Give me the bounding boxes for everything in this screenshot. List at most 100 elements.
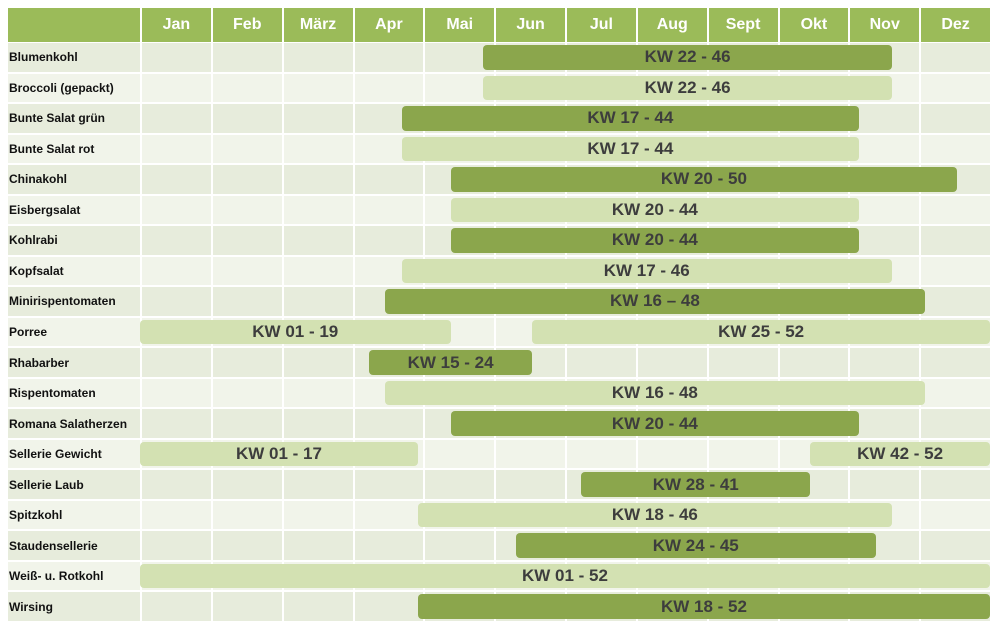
grid-cell xyxy=(919,225,990,256)
season-bar: KW 20 - 44 xyxy=(450,197,860,223)
grid-cell xyxy=(210,194,282,226)
grid-cell xyxy=(919,255,990,287)
grid-cell xyxy=(352,530,424,561)
row-label: Staudensellerie xyxy=(9,538,98,553)
grid-cell xyxy=(140,194,211,226)
grid-cell xyxy=(919,194,990,226)
grid-cell xyxy=(352,408,424,439)
grid-cell xyxy=(210,286,282,317)
row-label: Sellerie Laub xyxy=(9,477,84,492)
grid-cell xyxy=(210,347,282,378)
grid-cell xyxy=(565,438,636,470)
grid-cell xyxy=(706,347,778,378)
season-bar: KW 18 - 46 xyxy=(417,502,892,528)
grid-cell xyxy=(777,438,849,470)
grid-cell xyxy=(494,530,565,561)
grid-cell xyxy=(281,530,353,561)
row-label: Porree xyxy=(9,324,48,339)
grid-cell xyxy=(352,103,424,134)
grid-cell xyxy=(706,438,778,470)
season-bar: KW 20 - 50 xyxy=(450,167,958,192)
grid-cell xyxy=(919,72,990,104)
grid-cell xyxy=(281,164,353,195)
grid-cell xyxy=(210,255,282,287)
grid-cell xyxy=(423,530,494,561)
grid-cell xyxy=(140,530,211,561)
grid-cell xyxy=(565,469,636,500)
grid-cell xyxy=(919,469,990,500)
grid-cell xyxy=(210,103,282,134)
grid-cell xyxy=(635,438,707,470)
season-bar: KW 17 - 44 xyxy=(401,106,860,131)
season-bar: KW 15 - 24 xyxy=(368,350,533,375)
grid-cell xyxy=(140,164,211,195)
grid-cell xyxy=(140,286,211,317)
grid-cell xyxy=(281,286,353,317)
grid-cell xyxy=(919,530,990,561)
grid-cell xyxy=(281,408,353,439)
grid-cell xyxy=(210,225,282,256)
season-bar: KW 24 - 45 xyxy=(515,533,876,558)
row-label: Weiß- u. Rotkohl xyxy=(9,569,104,584)
month-header: Jul xyxy=(565,8,636,42)
grid-cell xyxy=(919,499,990,531)
grid-cell xyxy=(210,164,282,195)
grid-cell xyxy=(352,194,424,226)
grid-cell xyxy=(281,347,353,378)
season-bar: KW 01 - 19 xyxy=(140,319,451,345)
row-label: Blumenkohl xyxy=(9,50,78,65)
grid-cell xyxy=(352,255,424,287)
grid-cell xyxy=(919,377,990,409)
row-label: Sellerie Gewicht xyxy=(9,447,102,462)
row-label: Kopfsalat xyxy=(9,263,64,278)
row-label: Kohlrabi xyxy=(9,233,58,248)
row-bg xyxy=(8,470,990,499)
grid-cell xyxy=(281,103,353,134)
row-label: Chinakohl xyxy=(9,172,68,187)
grid-cell xyxy=(210,408,282,439)
season-bar: KW 20 - 44 xyxy=(450,228,860,253)
grid-cell xyxy=(210,377,282,409)
season-bar: KW 17 - 44 xyxy=(401,136,860,162)
grid-cell xyxy=(210,72,282,104)
grid-cell xyxy=(210,499,282,531)
grid-cell xyxy=(140,469,211,500)
grid-cell xyxy=(494,316,565,348)
month-header: Apr xyxy=(352,8,424,42)
month-header: Okt xyxy=(777,8,849,42)
grid-cell xyxy=(352,469,424,500)
grid-cell xyxy=(352,499,424,531)
grid-cell xyxy=(281,133,353,165)
season-bar: KW 16 – 48 xyxy=(385,289,925,314)
row-label: Eisbergsalat xyxy=(9,202,81,217)
grid-cell xyxy=(352,225,424,256)
grid-cell xyxy=(919,347,990,378)
grid-cell xyxy=(919,286,990,317)
season-bar: KW 17 - 46 xyxy=(401,258,892,284)
month-header: März xyxy=(281,8,353,42)
month-header: Dez xyxy=(919,8,990,42)
season-bar: KW 01 - 17 xyxy=(140,441,418,467)
row-label: Spitzkohl xyxy=(9,508,63,523)
grid-cell xyxy=(281,377,353,409)
season-bar: KW 16 - 48 xyxy=(385,380,925,406)
season-bar: KW 20 - 44 xyxy=(450,411,860,436)
month-header: Nov xyxy=(848,8,920,42)
grid-cell xyxy=(210,469,282,500)
month-header: Feb xyxy=(210,8,282,42)
grid-cell xyxy=(565,347,636,378)
month-header: Aug xyxy=(635,8,707,42)
row-label: Rhabarber xyxy=(9,355,70,370)
grid-cell xyxy=(140,225,211,256)
grid-cell xyxy=(352,347,424,378)
grid-cell xyxy=(919,133,990,165)
grid-cell xyxy=(919,103,990,134)
grid-cell xyxy=(210,591,282,622)
grid-cell xyxy=(140,408,211,439)
season-bar: KW 25 - 52 xyxy=(532,319,990,345)
grid-cell xyxy=(281,255,353,287)
grid-cell xyxy=(352,42,424,73)
season-bar: KW 42 - 52 xyxy=(810,441,990,467)
grid-cell xyxy=(848,347,919,378)
